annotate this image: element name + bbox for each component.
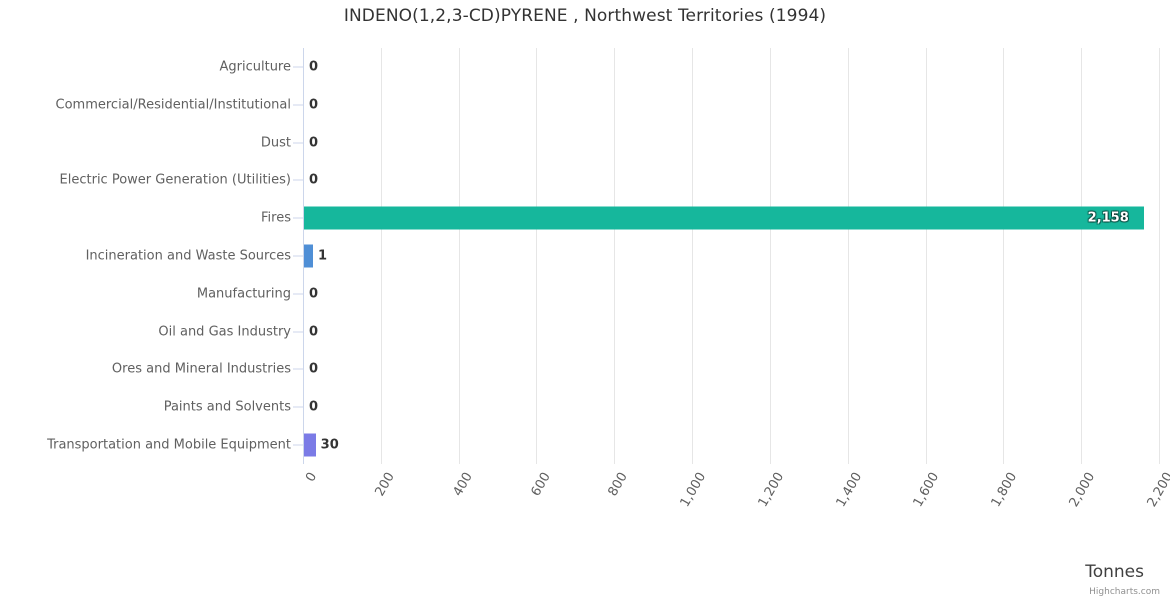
gridline — [692, 48, 694, 464]
y-axis-category-label: Paints and Solvents — [163, 399, 291, 415]
y-axis-category-label: Electric Power Generation (Utilities) — [59, 172, 291, 188]
x-axis-tick-label: 1,000 — [677, 470, 710, 510]
gridline — [925, 48, 927, 464]
y-axis-category-label: Ores and Mineral Industries — [111, 361, 291, 377]
gridline — [536, 48, 538, 464]
bar-value-label: 2,158 — [1087, 210, 1129, 226]
y-axis-category-label: Fires — [261, 210, 291, 226]
gridline — [769, 48, 771, 464]
y-axis-line — [303, 48, 304, 464]
bar[interactable] — [304, 206, 1144, 230]
x-axis-tick-label: 0 — [302, 470, 320, 485]
plot-area — [303, 48, 1160, 464]
chart-row: Incineration and Waste Sources 1 — [0, 237, 1170, 275]
chart-row: Paints and Solvents 0 — [0, 388, 1170, 426]
chart-row: Agriculture 0 — [0, 48, 1170, 86]
gridline — [1081, 48, 1083, 464]
y-axis-tick — [293, 179, 303, 181]
chart-row: Oil and Gas Industry 0 — [0, 313, 1170, 351]
x-axis-tick-label: 600 — [528, 470, 554, 500]
gridline — [614, 48, 616, 464]
chart-row: Transportation and Mobile Equipment 30 — [0, 426, 1170, 464]
bar-value-label: 0 — [309, 59, 319, 75]
bar[interactable] — [304, 433, 316, 457]
x-axis-tick-label: 2,000 — [1066, 470, 1099, 510]
bar-value-label: 0 — [309, 97, 319, 113]
bar-value-label: 30 — [320, 437, 339, 453]
x-axis-tick-label: 800 — [605, 470, 632, 500]
x-axis-tick-label: 1,200 — [755, 470, 787, 510]
bar-value-label: 0 — [309, 286, 319, 302]
y-axis-category-label: Incineration and Waste Sources — [85, 248, 291, 264]
gridline — [380, 48, 382, 464]
y-axis-category-label: Manufacturing — [196, 286, 291, 302]
gridline — [1003, 48, 1005, 464]
chart-row: Ores and Mineral Industries 0 — [0, 351, 1170, 389]
bar-value-label: 0 — [309, 399, 319, 415]
bar[interactable] — [304, 244, 313, 268]
y-axis-tick — [293, 142, 303, 144]
bar-value-label: 0 — [309, 361, 319, 377]
bar-value-label: 0 — [309, 172, 319, 188]
bar-value-label: 1 — [318, 248, 328, 264]
y-axis-tick — [293, 368, 303, 370]
y-axis-tick — [293, 255, 303, 257]
x-axis-tick-label: 200 — [372, 470, 398, 500]
y-axis-category-label: Dust — [260, 135, 291, 151]
x-axis-tick-label: 400 — [450, 470, 476, 500]
y-axis-category-label: Agriculture — [219, 59, 292, 75]
chart-row: Commercial/Residential/Institutional 0 — [0, 86, 1170, 124]
bar-value-label: 0 — [309, 135, 319, 151]
x-axis-title: Tonnes — [1085, 562, 1144, 582]
y-axis-tick — [293, 104, 303, 106]
highcharts-credits: Highcharts.com — [1089, 587, 1160, 597]
chart-row: Fires 2,158 — [0, 199, 1170, 237]
y-axis-tick — [293, 331, 303, 333]
gridline — [458, 48, 460, 464]
page-title: INDENO(1,2,3-CD)PYRENE , Northwest Terri… — [343, 6, 827, 26]
chart-row: Dust 0 — [0, 124, 1170, 162]
y-axis-tick — [293, 66, 303, 68]
y-axis-tick — [293, 406, 303, 408]
chart-row: Electric Power Generation (Utilities) 0 — [0, 161, 1170, 199]
y-axis-tick — [293, 217, 303, 219]
bar-value-label: 0 — [309, 324, 319, 340]
x-axis-tick-label: 1,800 — [988, 470, 1021, 510]
x-axis-tick-label: 1,400 — [833, 470, 865, 510]
y-axis-tick — [293, 293, 303, 295]
gridline — [847, 48, 849, 464]
x-axis-tick-label: 1,600 — [910, 470, 943, 510]
x-axis-tick-label: 2,200 — [1144, 470, 1170, 510]
y-axis-category-label: Transportation and Mobile Equipment — [47, 437, 291, 453]
y-axis-tick — [293, 444, 303, 446]
gridline — [1159, 48, 1160, 464]
y-axis-category-label: Oil and Gas Industry — [158, 324, 291, 340]
y-axis-category-label: Commercial/Residential/Institutional — [55, 97, 292, 113]
chart-row: Manufacturing 0 — [0, 275, 1170, 313]
